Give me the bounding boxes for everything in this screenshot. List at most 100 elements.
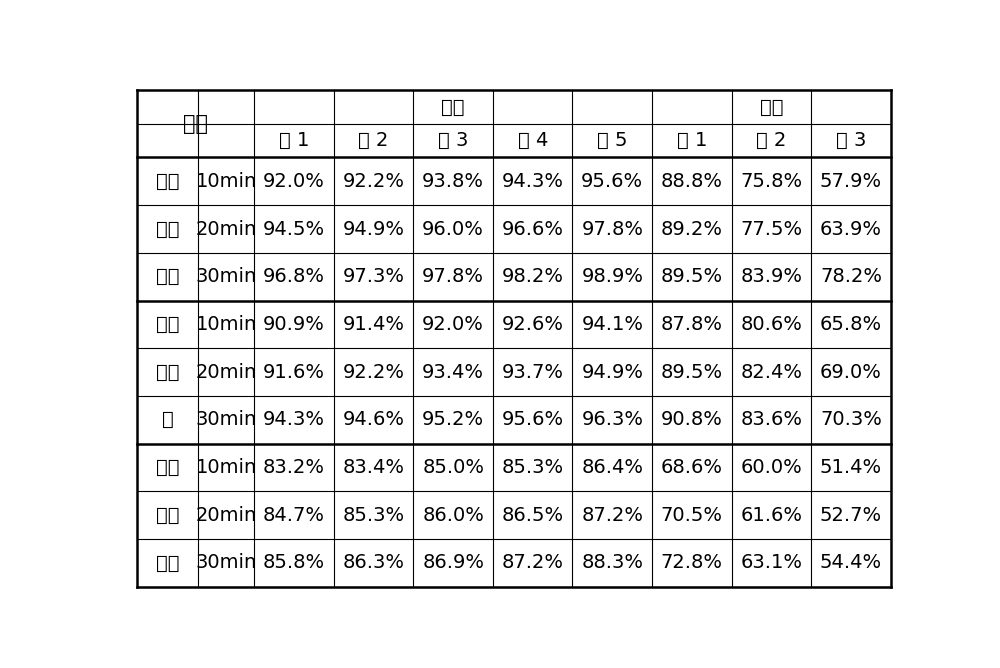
- Text: 89.5%: 89.5%: [661, 363, 723, 381]
- Text: 87.2%: 87.2%: [502, 554, 564, 572]
- Text: 96.3%: 96.3%: [581, 410, 643, 430]
- Text: 94.3%: 94.3%: [502, 172, 564, 191]
- Text: 10min: 10min: [196, 172, 257, 191]
- Text: 61.6%: 61.6%: [740, 506, 802, 525]
- Text: 97.3%: 97.3%: [343, 267, 405, 286]
- Text: 例 2: 例 2: [358, 131, 389, 150]
- Text: 83.4%: 83.4%: [343, 458, 405, 477]
- Text: 93.8%: 93.8%: [422, 172, 484, 191]
- Text: 例 4: 例 4: [518, 131, 548, 150]
- Text: 项目: 项目: [183, 114, 208, 134]
- Text: 89.2%: 89.2%: [661, 220, 723, 238]
- Text: 例 2: 例 2: [756, 131, 787, 150]
- Text: 95.2%: 95.2%: [422, 410, 484, 430]
- Text: 97.8%: 97.8%: [422, 267, 484, 286]
- Text: 91.6%: 91.6%: [263, 363, 325, 381]
- Text: 94.3%: 94.3%: [263, 410, 325, 430]
- Text: 96.6%: 96.6%: [502, 220, 564, 238]
- Text: 例 1: 例 1: [677, 131, 707, 150]
- Text: 83.6%: 83.6%: [740, 410, 802, 430]
- Text: 77.5%: 77.5%: [740, 220, 802, 238]
- Text: 94.9%: 94.9%: [581, 363, 643, 381]
- Text: 素去: 素去: [156, 506, 179, 525]
- Text: 94.9%: 94.9%: [343, 220, 405, 238]
- Text: 除率: 除率: [156, 554, 179, 572]
- Text: 98.9%: 98.9%: [581, 267, 643, 286]
- Text: 86.5%: 86.5%: [502, 506, 564, 525]
- Text: 藻毒: 藻毒: [156, 458, 179, 477]
- Text: 93.4%: 93.4%: [422, 363, 484, 381]
- Text: 例 3: 例 3: [836, 131, 866, 150]
- Text: 浊度: 浊度: [156, 315, 179, 334]
- Text: 例 3: 例 3: [438, 131, 468, 150]
- Text: 96.8%: 96.8%: [263, 267, 325, 286]
- Text: 78.2%: 78.2%: [820, 267, 882, 286]
- Text: 94.1%: 94.1%: [581, 315, 643, 334]
- Text: 30min: 30min: [196, 267, 257, 286]
- Text: 72.8%: 72.8%: [661, 554, 723, 572]
- Text: 87.2%: 87.2%: [581, 506, 643, 525]
- Text: 65.8%: 65.8%: [820, 315, 882, 334]
- Text: 20min: 20min: [196, 220, 257, 238]
- Text: 52.7%: 52.7%: [820, 506, 882, 525]
- Text: 率: 率: [162, 410, 173, 430]
- Text: 83.2%: 83.2%: [263, 458, 325, 477]
- Text: 对比: 对比: [760, 98, 783, 117]
- Text: 85.8%: 85.8%: [263, 554, 325, 572]
- Text: 86.4%: 86.4%: [581, 458, 643, 477]
- Text: 85.3%: 85.3%: [502, 458, 564, 477]
- Text: 82.4%: 82.4%: [740, 363, 802, 381]
- Text: 87.8%: 87.8%: [661, 315, 723, 334]
- Text: 98.2%: 98.2%: [502, 267, 564, 286]
- Text: 70.3%: 70.3%: [820, 410, 882, 430]
- Text: 去除: 去除: [156, 363, 179, 381]
- Text: 92.0%: 92.0%: [422, 315, 484, 334]
- Text: 69.0%: 69.0%: [820, 363, 882, 381]
- Text: 92.0%: 92.0%: [263, 172, 325, 191]
- Text: 63.1%: 63.1%: [740, 554, 802, 572]
- Text: 94.5%: 94.5%: [263, 220, 325, 238]
- Text: 70.5%: 70.5%: [661, 506, 723, 525]
- Text: 86.3%: 86.3%: [343, 554, 405, 572]
- Text: 95.6%: 95.6%: [581, 172, 643, 191]
- Text: 83.9%: 83.9%: [740, 267, 802, 286]
- Text: 95.6%: 95.6%: [502, 410, 564, 430]
- Text: 90.8%: 90.8%: [661, 410, 723, 430]
- Text: 90.9%: 90.9%: [263, 315, 325, 334]
- Text: 57.9%: 57.9%: [820, 172, 882, 191]
- Text: 92.2%: 92.2%: [343, 363, 405, 381]
- Text: 84.7%: 84.7%: [263, 506, 325, 525]
- Text: 75.8%: 75.8%: [740, 172, 802, 191]
- Text: 除率: 除率: [156, 267, 179, 286]
- Text: 60.0%: 60.0%: [740, 458, 802, 477]
- Text: 93.7%: 93.7%: [502, 363, 564, 381]
- Text: 97.8%: 97.8%: [581, 220, 643, 238]
- Text: 63.9%: 63.9%: [820, 220, 882, 238]
- Text: 20min: 20min: [196, 506, 257, 525]
- Text: 86.9%: 86.9%: [422, 554, 484, 572]
- Text: 30min: 30min: [196, 410, 257, 430]
- Text: 实施: 实施: [441, 98, 465, 117]
- Text: 例 1: 例 1: [279, 131, 309, 150]
- Text: 89.5%: 89.5%: [661, 267, 723, 286]
- Text: 88.8%: 88.8%: [661, 172, 723, 191]
- Text: 20min: 20min: [196, 363, 257, 381]
- Text: 80.6%: 80.6%: [740, 315, 802, 334]
- Text: 88.3%: 88.3%: [581, 554, 643, 572]
- Text: 例 5: 例 5: [597, 131, 628, 150]
- Text: 藻细: 藻细: [156, 172, 179, 191]
- Text: 91.4%: 91.4%: [343, 315, 405, 334]
- Text: 92.2%: 92.2%: [343, 172, 405, 191]
- Text: 94.6%: 94.6%: [343, 410, 405, 430]
- Text: 96.0%: 96.0%: [422, 220, 484, 238]
- Text: 92.6%: 92.6%: [502, 315, 564, 334]
- Text: 胞去: 胞去: [156, 220, 179, 238]
- Text: 86.0%: 86.0%: [422, 506, 484, 525]
- Text: 51.4%: 51.4%: [820, 458, 882, 477]
- Text: 85.0%: 85.0%: [422, 458, 484, 477]
- Text: 10min: 10min: [196, 315, 257, 334]
- Text: 85.3%: 85.3%: [343, 506, 405, 525]
- Text: 68.6%: 68.6%: [661, 458, 723, 477]
- Text: 54.4%: 54.4%: [820, 554, 882, 572]
- Text: 10min: 10min: [196, 458, 257, 477]
